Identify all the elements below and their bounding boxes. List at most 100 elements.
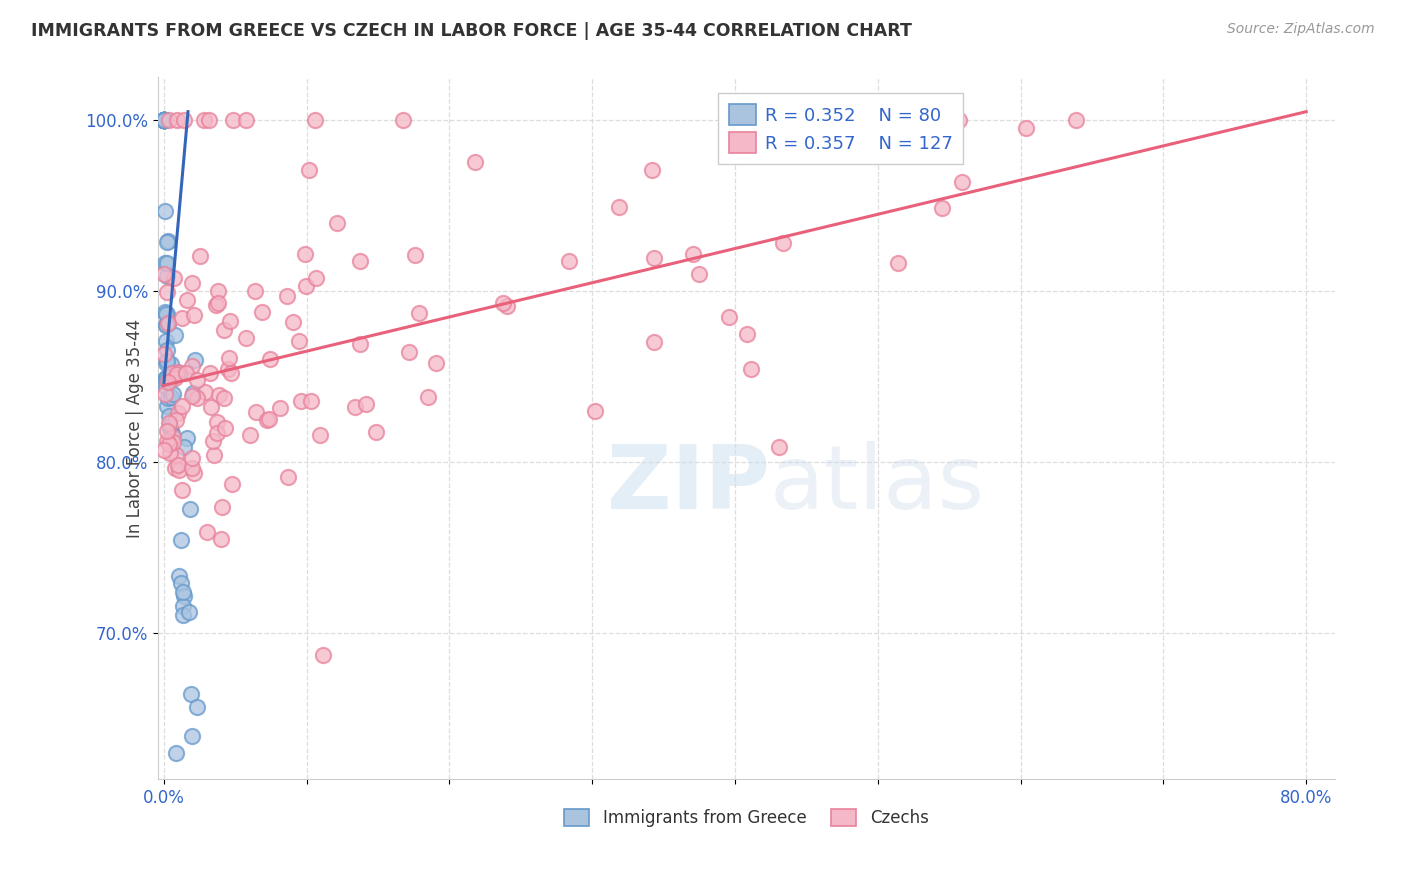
Point (156, 425, 179, 439)
Point (152, 113, 174, 128)
Point (156, 370, 179, 384)
Point (181, 729, 204, 743)
Point (159, 390, 181, 404)
Point (259, 352, 281, 367)
Point (170, 533, 193, 547)
Point (157, 375, 180, 389)
Point (162, 430, 184, 444)
Point (173, 590, 195, 604)
Point (290, 394, 312, 409)
Point (156, 372, 179, 386)
Point (768, 440, 790, 454)
Point (305, 270, 328, 285)
Point (152, 113, 174, 128)
Point (165, 413, 187, 427)
Point (180, 450, 202, 465)
Point (181, 389, 204, 403)
Point (157, 113, 180, 128)
Point (202, 448, 225, 462)
Point (269, 401, 291, 415)
Point (152, 113, 174, 128)
Point (166, 367, 188, 381)
Point (166, 406, 188, 420)
Point (173, 440, 195, 454)
Point (740, 362, 762, 376)
Point (155, 318, 177, 332)
Point (688, 267, 710, 281)
Point (174, 366, 197, 380)
Point (948, 113, 970, 128)
Point (641, 163, 664, 178)
Point (155, 371, 177, 385)
Point (176, 431, 198, 445)
Point (193, 113, 215, 128)
Point (167, 463, 190, 477)
Point (166, 113, 188, 128)
Point (170, 575, 193, 590)
Point (235, 330, 257, 344)
Point (155, 307, 177, 321)
Point (157, 369, 180, 384)
Point (408, 306, 430, 320)
Point (153, 443, 176, 458)
Point (155, 204, 177, 219)
Point (152, 113, 174, 128)
Point (354, 397, 377, 411)
Point (214, 392, 236, 406)
Point (221, 113, 243, 128)
Legend: Immigrants from Greece, Czechs: Immigrants from Greece, Czechs (558, 802, 935, 834)
Point (163, 371, 186, 385)
Point (214, 420, 236, 434)
Point (152, 113, 174, 128)
Point (200, 400, 222, 414)
Point (153, 267, 176, 281)
Point (162, 387, 184, 401)
Point (156, 317, 179, 331)
Point (558, 254, 581, 268)
Point (256, 413, 278, 427)
Point (326, 216, 349, 230)
Point (157, 409, 180, 424)
Point (243, 284, 266, 298)
Point (159, 446, 181, 460)
Point (205, 415, 228, 429)
Point (159, 418, 181, 433)
Point (172, 608, 194, 623)
Point (163, 327, 186, 342)
Point (155, 305, 177, 319)
Point (643, 335, 665, 350)
Point (682, 247, 704, 261)
Point (172, 310, 194, 325)
Point (167, 458, 190, 472)
Point (364, 425, 387, 439)
Point (155, 372, 177, 386)
Point (198, 366, 221, 380)
Point (152, 113, 174, 128)
Point (155, 380, 177, 394)
Point (311, 648, 333, 662)
Point (492, 296, 515, 310)
Point (160, 357, 183, 371)
Point (152, 113, 174, 128)
Point (218, 351, 240, 365)
Y-axis label: In Labor Force | Age 35-44: In Labor Force | Age 35-44 (127, 318, 145, 538)
Point (152, 113, 174, 128)
Point (404, 248, 426, 262)
Point (155, 235, 177, 249)
Point (172, 599, 194, 614)
Point (1015, 121, 1038, 136)
Point (165, 746, 187, 760)
Point (184, 353, 207, 368)
Point (418, 391, 440, 405)
Text: IMMIGRANTS FROM GREECE VS CZECH IN LABOR FORCE | AGE 35-44 CORRELATION CHART: IMMIGRANTS FROM GREECE VS CZECH IN LABOR… (31, 22, 912, 40)
Point (152, 113, 174, 128)
Point (252, 305, 274, 319)
Point (152, 113, 174, 128)
Point (153, 386, 176, 401)
Point (156, 391, 179, 405)
Point (153, 346, 176, 360)
Point (239, 428, 262, 442)
Point (188, 249, 211, 263)
Point (207, 295, 229, 310)
Point (167, 569, 190, 583)
